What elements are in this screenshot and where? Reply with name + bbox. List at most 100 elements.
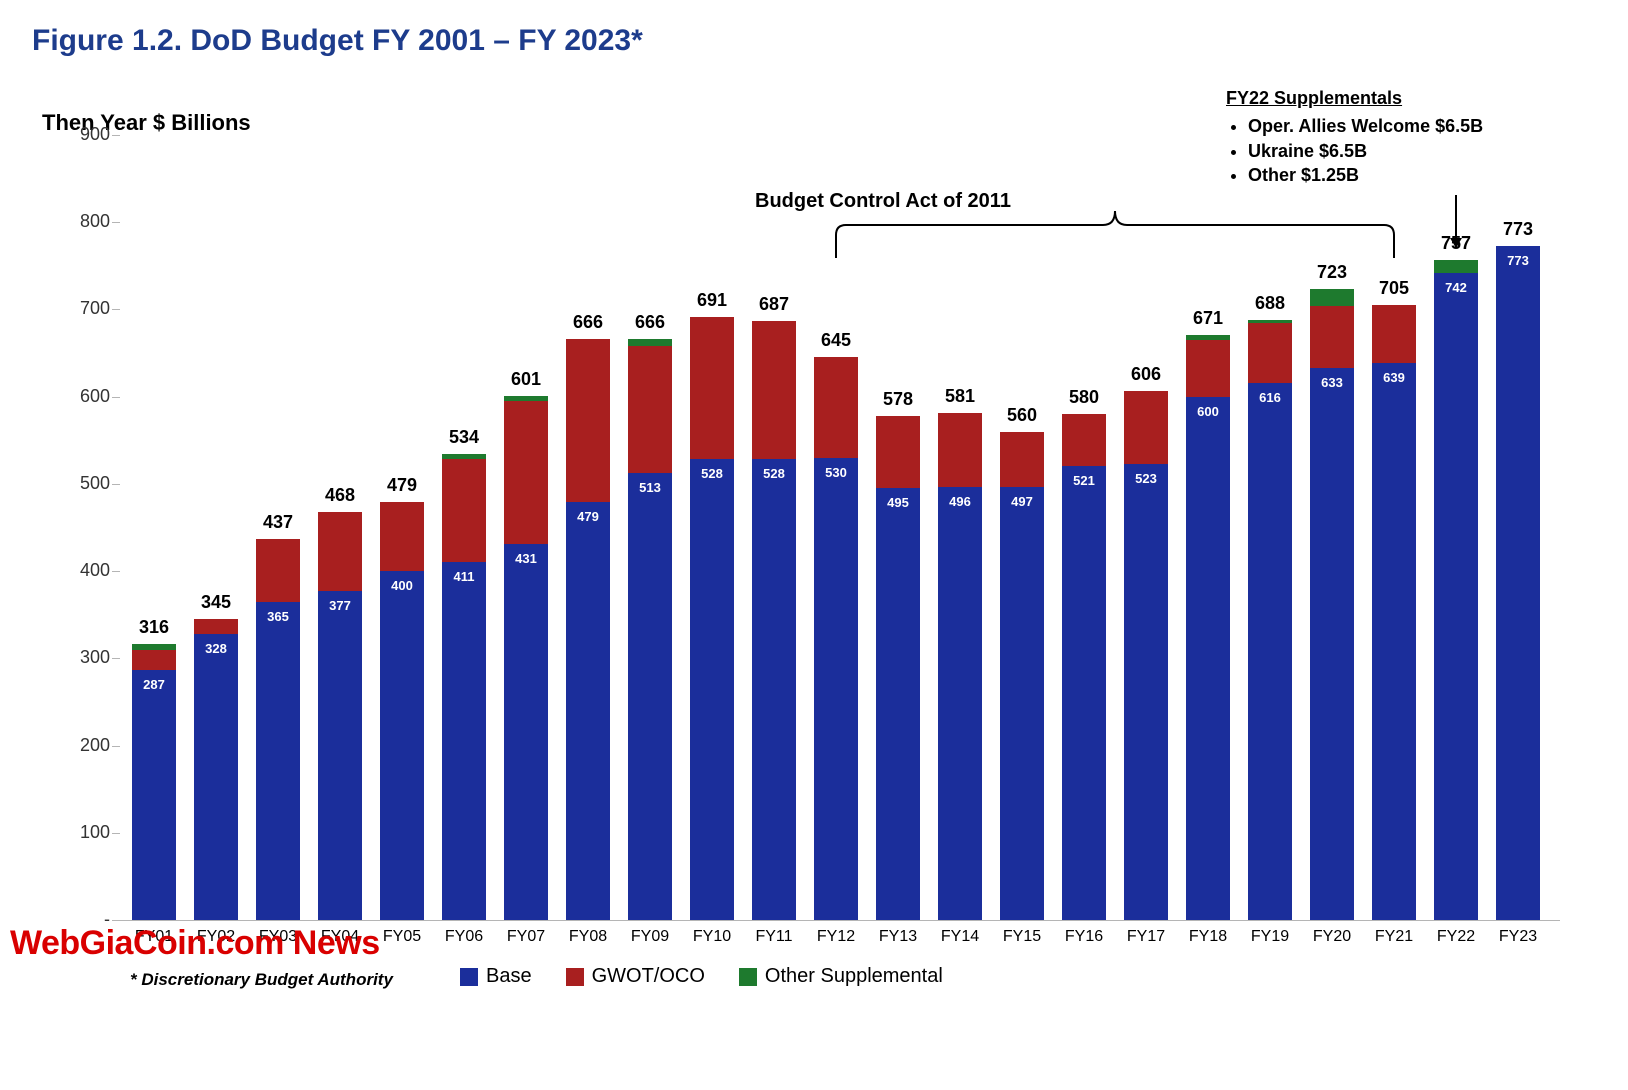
bar-base-value-label: 513 [628,480,672,495]
bar-column: 528691 [690,135,734,920]
bar-column: 400 479 [380,135,424,920]
bar-seg-gwot [1248,323,1292,383]
legend-item-gwot: GWOT/OCO [566,965,705,988]
bar-column: 616688 [1248,135,1292,920]
bar-seg-base [380,571,424,920]
x-tick-label: FY21 [1364,928,1424,946]
bar-seg-other [132,644,176,649]
y-tick-mark [112,397,120,398]
legend-swatch [739,968,757,986]
bar-seg-base [318,591,362,920]
bar-base-value-label: 496 [938,494,982,509]
x-tick-label: FY13 [868,928,928,946]
x-tick-label: FY17 [1116,928,1176,946]
bar-seg-gwot [752,321,796,460]
x-tick-label: FY14 [930,928,990,946]
x-tick-label: FY06 [434,928,494,946]
bar-column: 431601 [504,135,548,920]
x-tick-label: FY05 [372,928,432,946]
x-tick-label: FY22 [1426,928,1486,946]
bar-column: 521580 [1062,135,1106,920]
bar-seg-other [628,339,672,346]
bar-seg-other [1310,289,1354,306]
chart-plot-area: 2873163283453654373774684004794115344316… [120,135,1560,920]
y-tick-mark [112,658,120,659]
bar-total-label: 601 [504,369,548,390]
bar-seg-base [442,562,486,920]
bar-seg-base [132,670,176,920]
bar-total-label: 691 [690,290,734,311]
bar-seg-base [1124,464,1168,920]
bar-seg-gwot [1062,414,1106,465]
bar-seg-gwot [1124,391,1168,463]
bar-total-label: 773 [1496,219,1540,240]
legend-swatch [566,968,584,986]
bar-total-label: 578 [876,389,920,410]
bar-total-label: 757 [1434,233,1478,254]
legend-label: GWOT/OCO [592,965,705,987]
x-tick-label: FY19 [1240,928,1300,946]
annotation-fy22-heading: FY22 Supplementals [1226,86,1483,110]
figure-title: Figure 1.2. DoD Budget FY 2001 – FY 2023… [32,24,643,58]
bar-seg-base [1496,246,1540,920]
x-tick-label: FY18 [1178,928,1238,946]
bar-total-label: 580 [1062,387,1106,408]
bar-base-value-label: 328 [194,641,238,656]
legend-item-base: Base [460,965,532,988]
bar-column: 513666 [628,135,672,920]
bar-column: 287316 [132,135,176,920]
bar-seg-gwot [938,413,982,487]
bar-total-label: 688 [1248,293,1292,314]
x-tick-label: FY07 [496,928,556,946]
bar-base-value-label: 495 [876,495,920,510]
bar-seg-gwot [1310,306,1354,368]
chart-legend: Base GWOT/OCO Other Supplemental [460,965,943,988]
bar-total-label: 606 [1124,364,1168,385]
y-tick-mark [112,135,120,136]
bar-column: 365437 [256,135,300,920]
bar-seg-base [752,459,796,920]
y-tick-label: 300 [50,647,110,668]
bar-total-label: 468 [318,485,362,506]
bar-base-value-label: 600 [1186,404,1230,419]
y-tick-label: 400 [50,560,110,581]
bar-seg-other [442,454,486,459]
bar-seg-base [628,473,672,920]
chart-bars-container: 2873163283453654373774684004794115344316… [120,135,1560,920]
bar-seg-base [256,602,300,920]
bar-column: 496581 [938,135,982,920]
bar-seg-base [1248,383,1292,920]
bar-column: 479666 [566,135,610,920]
y-tick-mark [112,222,120,223]
bar-seg-gwot [380,502,424,571]
chart-footnote: * Discretionary Budget Authority [130,970,393,990]
x-tick-label: FY09 [620,928,680,946]
y-tick-label: 200 [50,735,110,756]
bar-seg-other [1434,260,1478,273]
bar-column: 528687 [752,135,796,920]
y-tick-mark [112,309,120,310]
bar-seg-other [1186,335,1230,340]
bar-seg-gwot [628,346,672,472]
bar-column: 773773 [1496,135,1540,920]
bar-seg-gwot [814,357,858,457]
bar-seg-base [1434,273,1478,920]
bar-base-value-label: 523 [1124,471,1168,486]
bar-seg-gwot [1186,340,1230,397]
x-tick-label: FY15 [992,928,1052,946]
y-tick-mark [112,746,120,747]
legend-label: Other Supplemental [765,965,943,987]
legend-label: Base [486,965,532,987]
bar-base-value-label: 287 [132,677,176,692]
bar-total-label: 479 [380,475,424,496]
bar-column: 600671 [1186,135,1230,920]
bar-column: 523 606 [1124,135,1168,920]
y-tick-label: 500 [50,473,110,494]
bar-column: 742757 [1434,135,1478,920]
bar-base-value-label: 411 [442,569,486,584]
bar-base-value-label: 400 [380,578,424,593]
x-tick-label: FY12 [806,928,866,946]
bar-seg-other [1248,320,1292,323]
bar-total-label: 345 [194,592,238,613]
bar-seg-gwot [504,401,548,544]
